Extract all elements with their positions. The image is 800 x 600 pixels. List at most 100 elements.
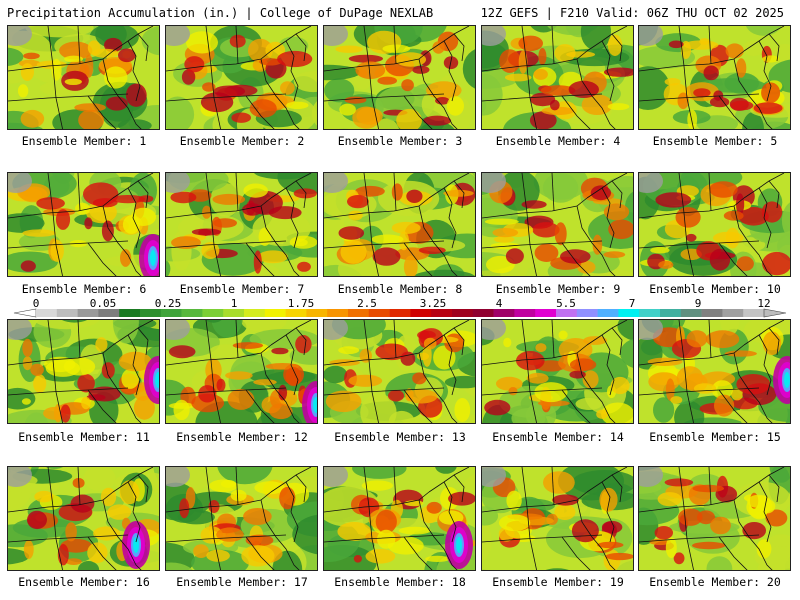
ensemble-map-panel: [638, 172, 791, 277]
precip-map: [482, 467, 633, 570]
ensemble-map-panel: [638, 466, 791, 571]
ensemble-map-panel: [165, 319, 318, 424]
ensemble-map-panel: [481, 466, 634, 571]
precip-map: [639, 173, 790, 276]
ensemble-member-label: Ensemble Member: 2: [179, 134, 305, 148]
ensemble-map-panel: [7, 319, 160, 424]
precip-map: [324, 467, 475, 570]
scale-tick-label: 12: [757, 297, 770, 310]
color-swatch: [680, 309, 702, 317]
precip-map: [482, 320, 633, 423]
scale-tick-label: 4: [496, 297, 503, 310]
ensemble-member-label: Ensemble Member: 16: [18, 575, 150, 589]
color-swatch: [119, 309, 141, 317]
color-swatch: [98, 309, 120, 317]
ensemble-member-label: Ensemble Member: 7: [179, 282, 305, 296]
ensemble-member-label: Ensemble Member: 1: [21, 134, 147, 148]
color-swatch: [348, 309, 370, 317]
ensemble-member-label: Ensemble Member: 15: [649, 430, 781, 444]
precip-map: [482, 26, 633, 129]
scale-tick-label: 0.25: [155, 297, 182, 310]
ensemble-map-panel: [7, 172, 160, 277]
ensemble-member-label: Ensemble Member: 10: [649, 282, 781, 296]
precip-map: [8, 173, 159, 276]
precip-map: [482, 173, 633, 276]
precip-map: [8, 26, 159, 129]
ensemble-member-label: Ensemble Member: 11: [18, 430, 150, 444]
ensemble-member-label: Ensemble Member: 14: [492, 430, 624, 444]
color-swatch: [285, 309, 307, 317]
color-swatch: [743, 309, 765, 317]
color-swatch: [389, 309, 411, 317]
color-swatch: [181, 309, 203, 317]
ensemble-member-label: Ensemble Member: 19: [492, 575, 624, 589]
color-swatch: [556, 309, 578, 317]
ensemble-member-label: Ensemble Member: 18: [334, 575, 466, 589]
ensemble-map-panel: [165, 172, 318, 277]
ensemble-map-panel: [7, 466, 160, 571]
color-swatch: [202, 309, 224, 317]
ensemble-map-panel: [165, 466, 318, 571]
precip-map: [166, 26, 317, 129]
precip-map: [166, 467, 317, 570]
color-swatch: [722, 309, 744, 317]
precip-map: [639, 26, 790, 129]
ensemble-member-label: Ensemble Member: 20: [649, 575, 781, 589]
precip-map: [8, 320, 159, 423]
ensemble-map-panel: [481, 172, 634, 277]
scale-tick-label: 1.75: [288, 297, 315, 310]
ensemble-member-label: Ensemble Member: 3: [337, 134, 463, 148]
ensemble-member-label: Ensemble Member: 17: [176, 575, 308, 589]
ensemble-member-label: Ensemble Member: 9: [495, 282, 621, 296]
color-swatch: [701, 309, 723, 317]
ensemble-map-panel: [323, 466, 476, 571]
color-swatch: [618, 309, 640, 317]
color-swatch: [244, 309, 266, 317]
scale-tick-label: 1: [231, 297, 238, 310]
precip-map: [8, 467, 159, 570]
ensemble-map-panel: [165, 25, 318, 130]
ensemble-map-panel: [323, 172, 476, 277]
ensemble-map-panel: [7, 25, 160, 130]
ensemble-map-panel: [481, 319, 634, 424]
color-swatch: [493, 309, 515, 317]
ensemble-map-panel: [323, 319, 476, 424]
color-swatch: [56, 309, 78, 317]
color-swatch: [77, 309, 99, 317]
color-swatch: [576, 309, 598, 317]
ensemble-member-label: Ensemble Member: 5: [652, 134, 778, 148]
color-swatch: [639, 309, 661, 317]
ensemble-map-panel: [481, 25, 634, 130]
color-swatch: [160, 309, 182, 317]
ensemble-member-label: Ensemble Member: 12: [176, 430, 308, 444]
precip-map: [639, 320, 790, 423]
precip-map: [639, 467, 790, 570]
precip-map: [166, 173, 317, 276]
run-info: 12Z GEFS | F210 Valid: 06Z THU OCT 02 20…: [480, 6, 784, 20]
ensemble-member-label: Ensemble Member: 8: [337, 282, 463, 296]
scale-tick-label: 9: [695, 297, 702, 310]
color-scale-legend: 0 0.05 0.25 1 1.75 2.5 3.25 4 5.5 7 9 12: [13, 297, 787, 318]
ensemble-member-label: Ensemble Member: 13: [334, 430, 466, 444]
precip-map: [324, 26, 475, 129]
color-swatch: [597, 309, 619, 317]
color-swatch: [368, 309, 390, 317]
color-swatch: [327, 309, 349, 317]
ensemble-member-label: Ensemble Member: 6: [21, 282, 147, 296]
scale-tick-label: 5.5: [556, 297, 576, 310]
precip-map: [166, 320, 317, 423]
scale-tick-label: 3.25: [420, 297, 447, 310]
page-title: Precipitation Accumulation (in.) | Colle…: [7, 6, 434, 20]
ensemble-map-panel: [638, 319, 791, 424]
scale-tick-label: 0.05: [90, 297, 117, 310]
scale-right-arrow: [763, 308, 787, 318]
color-swatch: [660, 309, 682, 317]
ensemble-map-panel: [638, 25, 791, 130]
color-swatch: [410, 309, 432, 317]
color-swatch: [264, 309, 286, 317]
color-swatch: [223, 309, 245, 317]
precip-map: [324, 320, 475, 423]
color-swatch: [472, 309, 494, 317]
ensemble-member-label: Ensemble Member: 4: [495, 134, 621, 148]
precip-map: [324, 173, 475, 276]
